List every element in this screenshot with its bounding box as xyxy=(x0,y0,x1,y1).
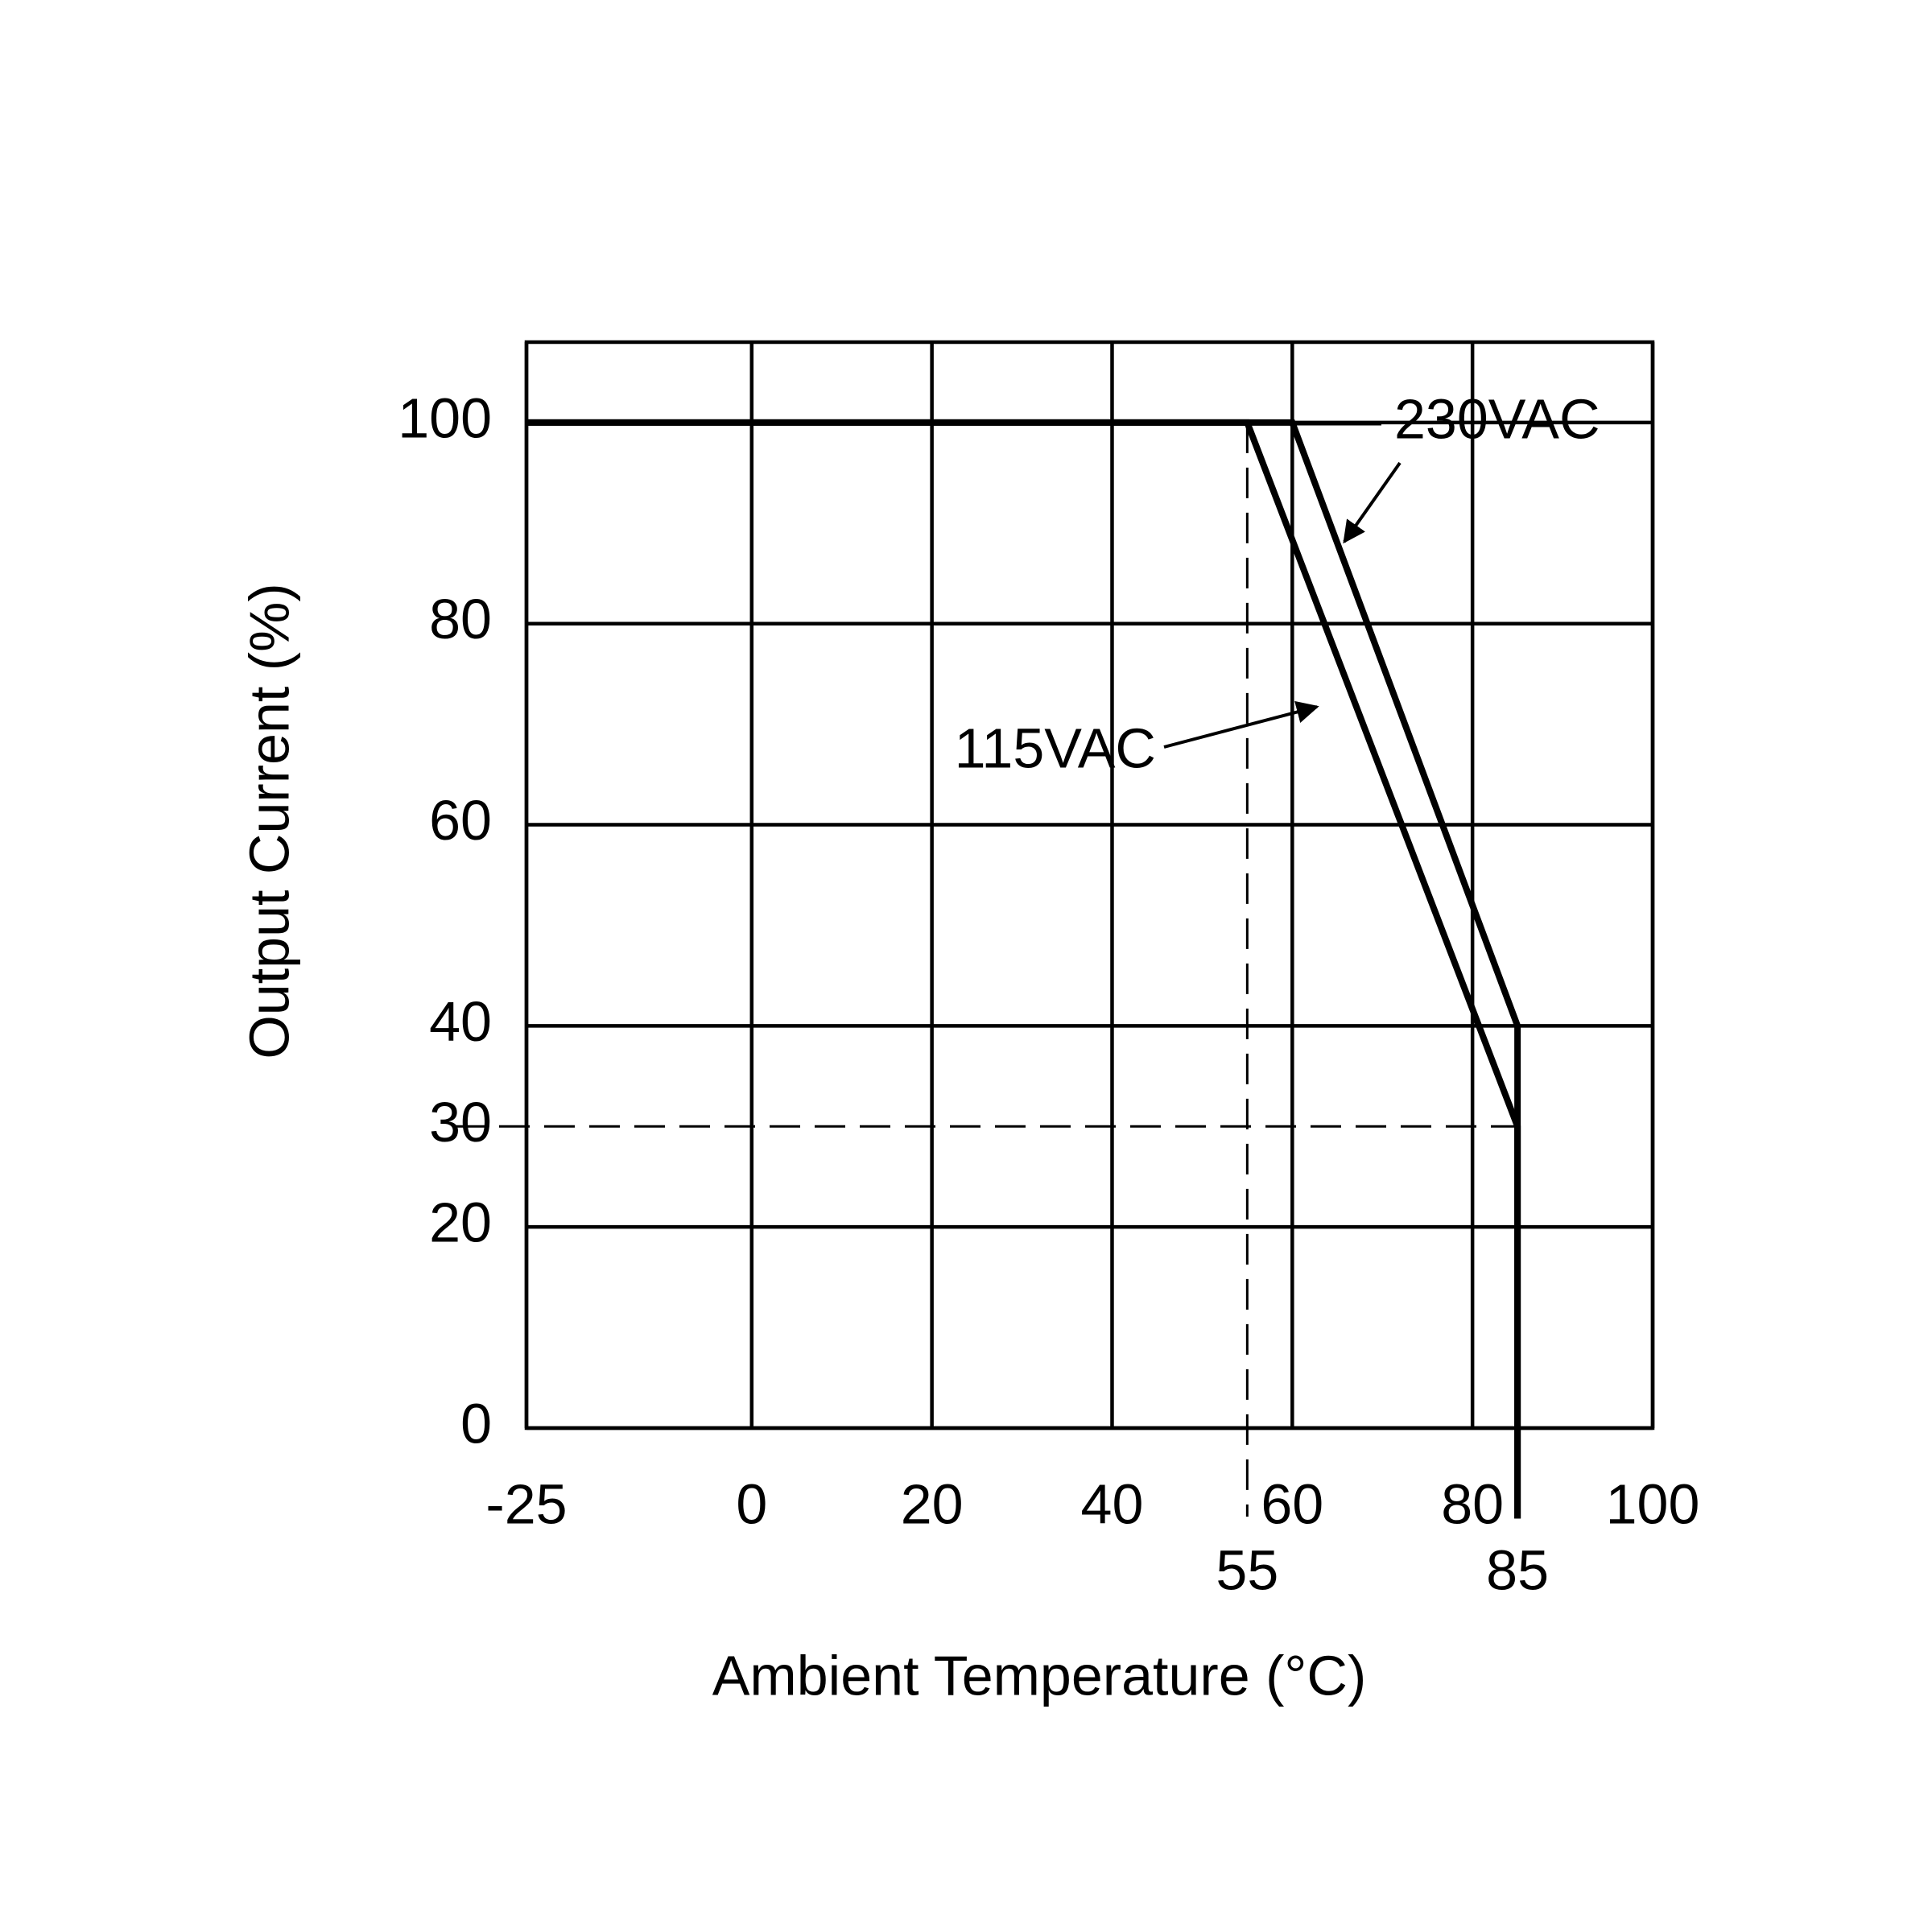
x-tick-label: 80 xyxy=(1441,1472,1504,1535)
y-tick-label: 0 xyxy=(460,1392,492,1455)
y-tick-label: 60 xyxy=(429,789,492,852)
x-tick-label: 85 xyxy=(1486,1538,1549,1601)
series-label: 115VAC xyxy=(955,716,1156,779)
y-axis-label: Output Current (%) xyxy=(237,583,300,1059)
x-tick-label: 55 xyxy=(1216,1538,1278,1601)
series-line xyxy=(526,419,1521,1519)
x-tick-label: 20 xyxy=(901,1472,964,1535)
x-tick-label: 40 xyxy=(1081,1472,1144,1535)
y-tick-label: 30 xyxy=(429,1091,492,1154)
x-tick-label: 0 xyxy=(736,1472,767,1535)
y-tick-label: 100 xyxy=(398,386,492,449)
x-tick-label: -25 xyxy=(485,1472,567,1535)
y-tick-label: 40 xyxy=(429,990,492,1053)
x-tick-label: 60 xyxy=(1261,1472,1323,1535)
plot: 0 20 30 40 60 80 100 -25 0 20 40 60 80 100 55 85 xyxy=(398,340,1700,1601)
arrow xyxy=(1343,461,1402,544)
plot-frame xyxy=(524,340,1655,1430)
series-line xyxy=(526,419,1521,1519)
y-tick-label: 80 xyxy=(429,588,492,650)
x-tick-label: 100 xyxy=(1606,1472,1700,1535)
series-label: 230VAC xyxy=(1394,387,1600,450)
arrow xyxy=(1163,700,1319,749)
y-tick-label: 20 xyxy=(429,1191,492,1254)
x-axis-label: Ambient Temperature (°C) xyxy=(712,1644,1367,1707)
